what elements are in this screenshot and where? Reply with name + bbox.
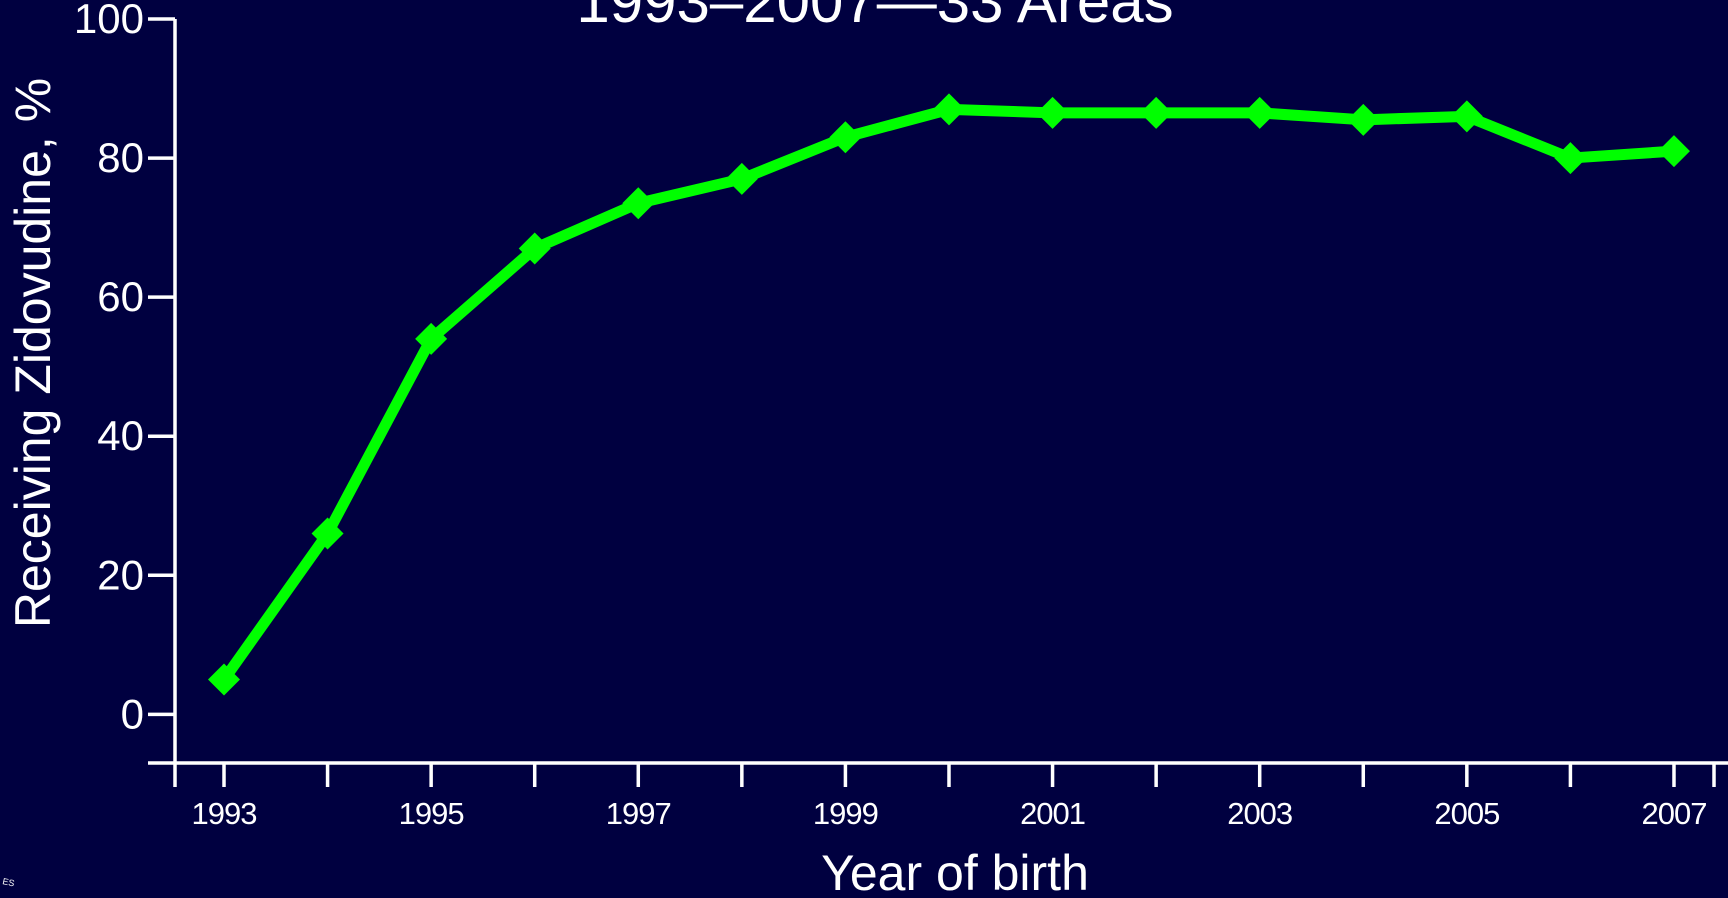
x-tick-label: 1995	[399, 796, 464, 831]
data-point-1993	[208, 663, 240, 696]
data-point-1999	[829, 121, 862, 154]
y-tick-label: 80	[97, 134, 144, 181]
data-point-1998	[725, 162, 758, 195]
data-point-2000	[932, 93, 965, 126]
x-axis-title: Year of birth	[821, 845, 1089, 898]
chart-title: 1993–2007—33 Areas	[576, 0, 1173, 35]
x-tick-label: 2003	[1227, 796, 1292, 831]
x-tick-label: 1993	[192, 796, 257, 831]
series-group	[208, 93, 1690, 696]
data-point-2002	[1140, 96, 1173, 129]
y-tick-label: 100	[74, 0, 144, 42]
x-tick-label: 2007	[1641, 796, 1706, 831]
x-tick-label: 2005	[1434, 796, 1499, 831]
series-line	[219, 103, 1675, 683]
y-axis-title: Receiving Zidovudine, %	[5, 78, 61, 628]
x-axis-ticks: 1993 1995 1997 1999 2001 2003 2005 2007	[173, 763, 1716, 831]
data-point-2007	[1657, 135, 1690, 168]
data-point-1996	[518, 232, 551, 265]
y-tick-label: 20	[97, 551, 144, 598]
data-point-1994	[311, 517, 344, 550]
x-tick-label: 1999	[813, 796, 878, 831]
y-axis-ticks: 0 20 40 60 80 100	[74, 0, 175, 737]
data-point-2003	[1243, 96, 1276, 129]
y-tick-label: 60	[97, 273, 144, 320]
x-tick-label: 1997	[606, 796, 671, 831]
data-point-2004	[1347, 103, 1380, 136]
seal-text: ES	[2, 876, 16, 888]
data-point-1997	[622, 187, 655, 220]
data-point-2005	[1450, 100, 1483, 133]
seal-logo: ES	[2, 876, 16, 888]
y-tick-label: 40	[97, 412, 144, 459]
data-point-2006	[1554, 142, 1587, 175]
data-point-1995	[415, 322, 448, 355]
data-point-2001	[1036, 96, 1069, 129]
y-tick-label: 0	[121, 690, 144, 737]
x-tick-label: 2001	[1020, 796, 1085, 831]
